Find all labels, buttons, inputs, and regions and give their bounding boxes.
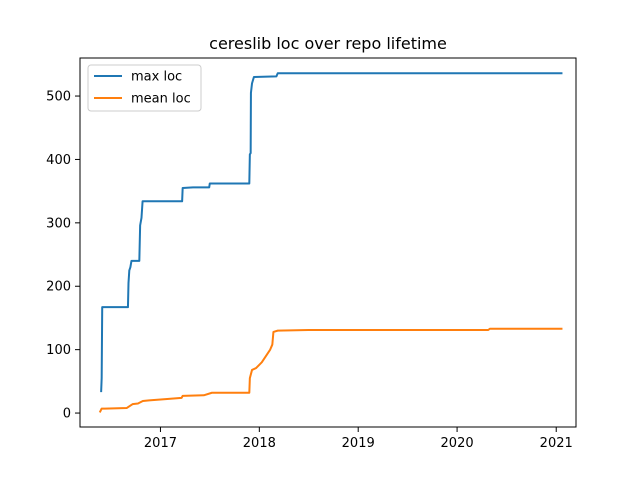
x-tick-label: 2018 (243, 436, 276, 451)
series-line-mean-loc (98, 327, 563, 413)
legend-label-mean-loc: mean loc (131, 92, 191, 107)
x-tick-label: 2020 (441, 436, 474, 451)
chart-title: cereslib loc over repo lifetime (209, 34, 447, 53)
x-tick-label: 2017 (144, 436, 177, 451)
y-tick-label: 400 (46, 153, 71, 168)
axes-layer: 2017 2018 2019 2020 2021 0 100 200 300 400 500 (46, 57, 577, 451)
y-tick-label: 100 (46, 343, 71, 358)
x-tick-label: 2021 (540, 436, 573, 451)
y-tick-label: 500 (46, 90, 71, 105)
legend-label-max-loc: max loc (131, 70, 182, 85)
y-tick-label: 200 (46, 280, 71, 295)
plot-background (80, 58, 576, 427)
x-tick-label: 2019 (342, 436, 375, 451)
plot-area (80, 58, 576, 427)
y-tick-label: 0 (63, 407, 71, 422)
y-tick-label: 300 (46, 216, 71, 231)
legend: max loc mean loc (87, 64, 202, 112)
series-line-max-loc (100, 72, 563, 393)
axes-frame (79, 57, 577, 428)
series-layer (98, 72, 563, 413)
